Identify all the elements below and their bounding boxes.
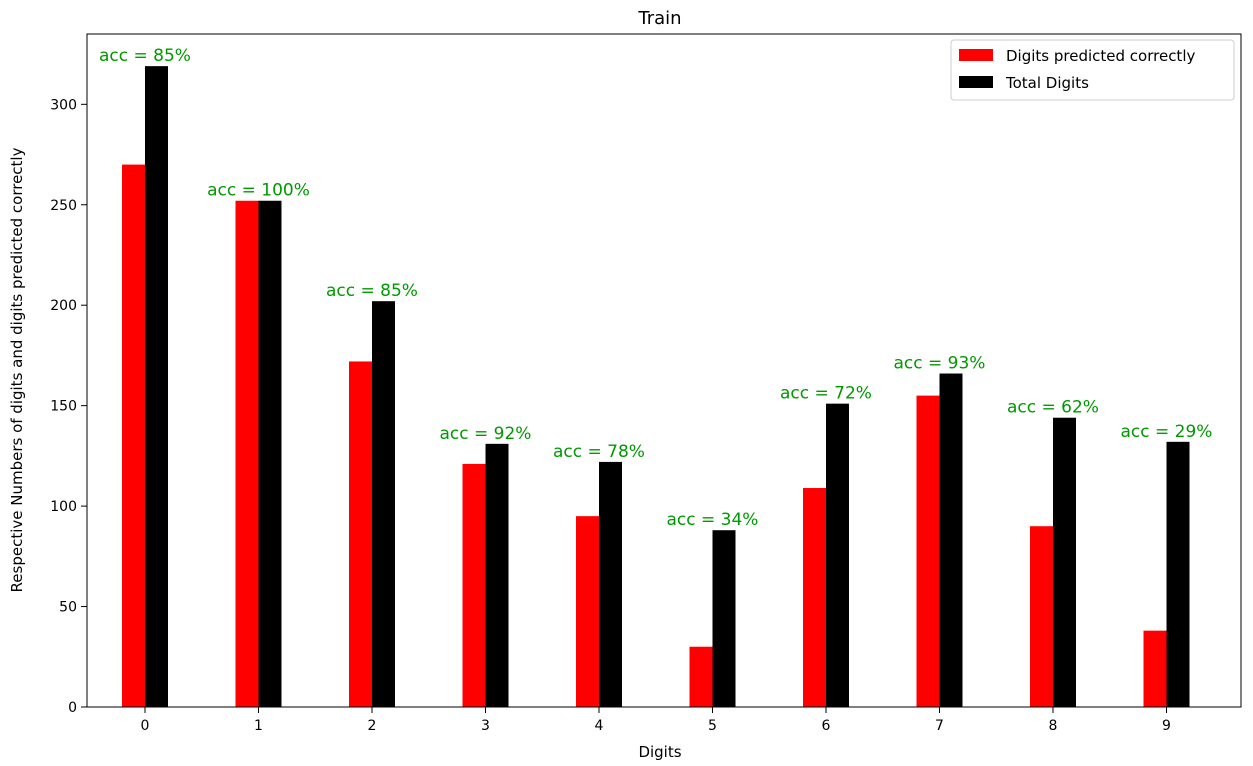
x-tick-label-5: 5	[708, 718, 717, 734]
x-axis-label: Digits	[638, 743, 681, 761]
bar-total-6	[826, 403, 849, 707]
bar-total-3	[485, 443, 509, 707]
accuracy-label-3: acc = 92%	[440, 424, 532, 444]
x-tick-label-1: 1	[254, 718, 263, 734]
bar-correct-1	[235, 200, 259, 707]
accuracy-label-1: acc = 100%	[207, 181, 310, 201]
legend-label-correct: Digits predicted correctly	[1006, 47, 1195, 65]
bar-correct-9	[1143, 630, 1167, 707]
bar-total-4	[599, 461, 622, 707]
bar-total-5	[712, 530, 736, 707]
legend-label-total: Total Digits	[1005, 74, 1089, 92]
x-tick-label-7: 7	[935, 718, 944, 734]
annotations: acc = 85% acc = 100% acc = 85% acc = 92% acc…	[99, 46, 1212, 530]
legend-swatch-total	[959, 76, 993, 88]
accuracy-label-6: acc = 72%	[780, 384, 872, 404]
legend-box	[950, 39, 1235, 101]
accuracy-label-8: acc = 62%	[1007, 398, 1099, 418]
x-tick-label-0: 0	[141, 718, 150, 734]
accuracy-label-2: acc = 85%	[326, 281, 418, 301]
y-tick-label-50: 50	[59, 600, 77, 616]
y-tick-label-0: 0	[68, 700, 77, 716]
bars	[122, 66, 1190, 707]
x-tick-label-8: 8	[1049, 718, 1058, 734]
x-tick-label-3: 3	[481, 718, 490, 734]
accuracy-label-7: acc = 93%	[894, 354, 986, 374]
y-tick-label-150: 150	[50, 399, 77, 415]
x-tick-label-2: 2	[368, 718, 377, 734]
bar-correct-4	[576, 516, 599, 707]
bar-correct-5	[689, 646, 713, 707]
y-axis: 0 50 100 150 200 250 300	[50, 97, 87, 716]
bar-correct-6	[803, 488, 826, 707]
x-tick-label-9: 9	[1162, 718, 1171, 734]
legend: Digits predicted correctly Total Digits	[950, 39, 1235, 101]
x-tick-label-4: 4	[595, 718, 604, 734]
bar-correct-0	[122, 164, 145, 707]
bar-correct-2	[349, 361, 372, 707]
accuracy-label-0: acc = 85%	[99, 46, 191, 66]
bar-total-7	[939, 373, 963, 707]
bar-total-0	[145, 66, 168, 707]
bar-total-9	[1166, 441, 1190, 707]
plot-frame	[86, 33, 1242, 708]
y-tick-label-200: 200	[50, 298, 77, 314]
y-tick-label-100: 100	[50, 499, 77, 515]
accuracy-label-9: acc = 29%	[1121, 422, 1213, 442]
legend-swatch-correct	[959, 49, 993, 61]
bar-correct-8	[1030, 526, 1053, 707]
bar-correct-3	[462, 463, 486, 707]
y-tick-label-250: 250	[50, 198, 77, 214]
bar-total-8	[1053, 417, 1076, 707]
x-axis: 0 1 2 3 4 5 6 7 8 9	[141, 707, 1171, 734]
y-axis-label: Respective Numbers of digits and digits …	[8, 147, 26, 592]
chart-title: Train	[637, 8, 681, 29]
accuracy-label-4: acc = 78%	[553, 442, 645, 462]
bar-total-1	[258, 200, 282, 707]
bar-total-2	[372, 301, 395, 707]
bar-correct-7	[916, 395, 940, 707]
x-tick-label-6: 6	[822, 718, 831, 734]
y-tick-label-300: 300	[50, 97, 77, 113]
accuracy-label-5: acc = 34%	[667, 510, 759, 530]
